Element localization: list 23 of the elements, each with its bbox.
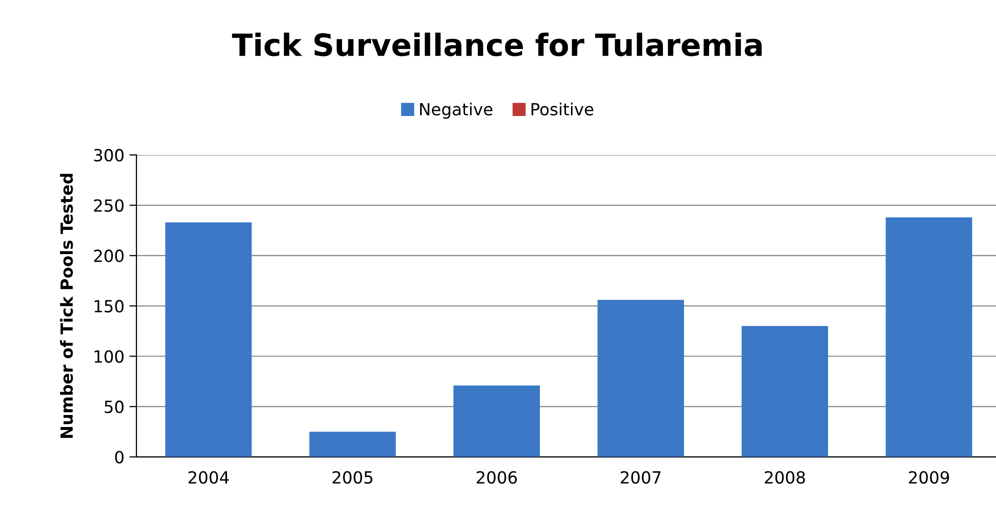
bar	[886, 217, 972, 457]
y-tick-label: 150	[94, 300, 124, 312]
y-tick-label: 300	[94, 148, 124, 162]
x-tick-label: 2008	[764, 471, 805, 484]
y-tick-label: 0	[115, 450, 124, 464]
bar	[598, 300, 684, 457]
y-tick-label: 50	[104, 400, 124, 414]
x-tick-label: 2006	[476, 471, 517, 484]
bar	[453, 385, 540, 457]
bar	[742, 326, 828, 457]
x-tick-label: 2005	[332, 471, 372, 484]
chart-title: Tick Surveillance for Tularemia	[232, 32, 762, 56]
x-tick-label: 2004	[188, 471, 229, 484]
x-tick-label: 2009	[908, 471, 949, 484]
legend-label: Positive	[532, 102, 594, 116]
legend-label: Negative	[420, 102, 492, 119]
y-tick-label: 200	[94, 250, 124, 262]
bar	[309, 432, 396, 457]
y-tick-label: 250	[94, 199, 124, 212]
x-tick-label: 2007	[620, 471, 661, 484]
bar	[165, 222, 252, 457]
y-axis-title: Number of Tick Pools Tested	[60, 174, 73, 438]
y-tick-label: 100	[94, 350, 124, 363]
